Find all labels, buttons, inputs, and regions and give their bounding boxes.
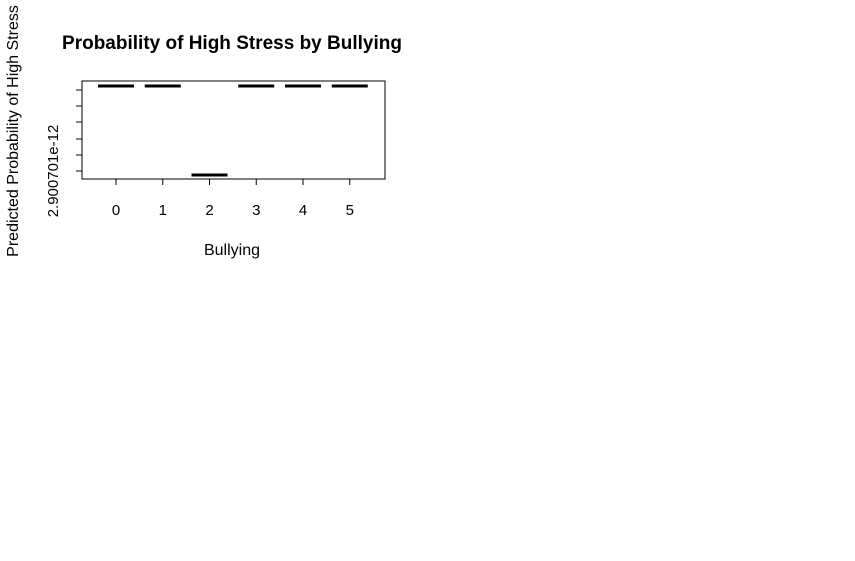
x-tick-label-5: 5 <box>346 202 354 219</box>
data-marks <box>98 84 368 177</box>
x-axis-label: Bullying <box>204 242 260 259</box>
chart-title: Probability of High Stress by Bullying <box>62 33 402 54</box>
y-axis-ticks <box>76 89 82 172</box>
x-tick-label-1: 1 <box>159 202 167 219</box>
y-axis-label: Predicted Probability of High Stress <box>5 5 22 257</box>
plot-frame <box>81 80 386 180</box>
x-tick-label-3: 3 <box>252 202 260 219</box>
x-tick-label-0: 0 <box>112 202 120 219</box>
x-tick-label-2: 2 <box>205 202 213 219</box>
x-axis-ticks: 0 1 2 3 4 5 <box>112 179 354 219</box>
x-tick-label-4: 4 <box>299 202 307 219</box>
y-tick-label: 2.900701e-12 <box>45 125 62 218</box>
